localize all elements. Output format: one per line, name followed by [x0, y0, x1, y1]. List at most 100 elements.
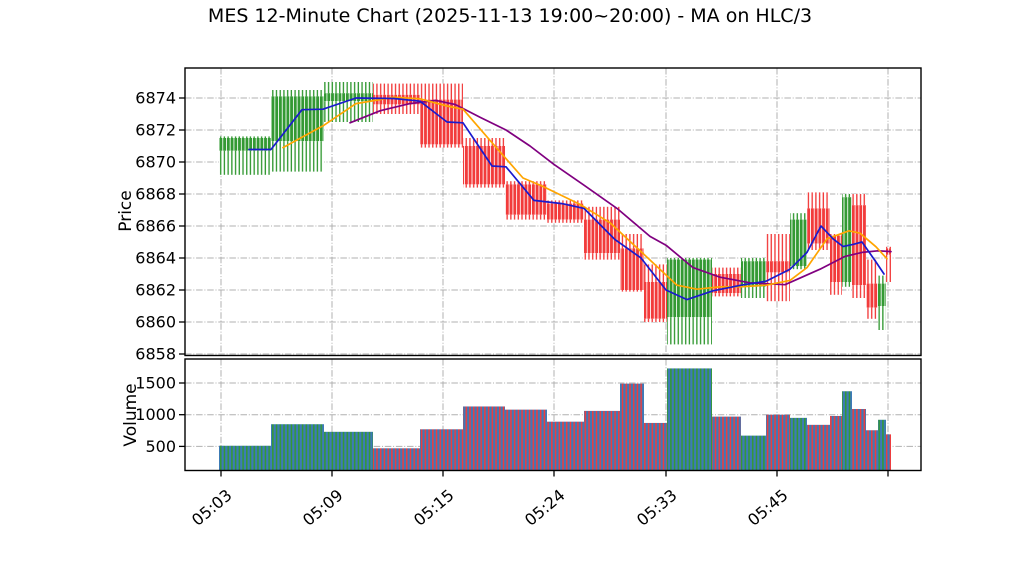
candle-body — [842, 197, 852, 282]
price-tick-label: 6862 — [135, 281, 176, 300]
candle-body — [807, 208, 830, 244]
candle-lower-wicks — [219, 150, 271, 175]
price-axis-label: Price — [116, 190, 136, 231]
candle-lower-wicks — [373, 104, 420, 114]
ma-line-fast — [248, 97, 885, 301]
candle-lower-wicks — [547, 219, 584, 223]
candle-lower-wicks — [741, 286, 766, 298]
candle-lower-wicks — [842, 282, 852, 287]
candle-lower-wicks — [790, 266, 807, 270]
volume-bar — [766, 414, 790, 470]
candle-lower-wicks — [620, 290, 644, 292]
volume-bar — [547, 421, 584, 470]
candle-upper-wicks — [741, 258, 766, 262]
candle-upper-wicks — [420, 83, 463, 100]
candle-lower-wicks — [584, 253, 620, 260]
candle-upper-wicks — [852, 194, 866, 206]
candle-upper-wicks — [712, 267, 741, 274]
candle-body — [584, 219, 620, 254]
candle-upper-wicks — [219, 136, 271, 138]
volume-bar — [463, 406, 505, 470]
x-tick-label: 05:24 — [521, 486, 569, 530]
x-tick-label: 05:09 — [299, 486, 347, 530]
candle-upper-wicks — [667, 258, 712, 260]
candle-lower-wicks — [830, 282, 842, 295]
candle-upper-wicks — [790, 213, 807, 220]
candle-lower-wicks — [712, 293, 741, 297]
candle-lower-wicks — [420, 144, 463, 148]
price-tick-label: 6872 — [135, 121, 176, 140]
ma-line-slow — [349, 99, 892, 286]
candle-lower-wicks — [324, 101, 373, 122]
volume-axis-label: Volume — [121, 383, 141, 446]
candle-lower-wicks — [667, 317, 712, 345]
candle-body — [766, 261, 790, 273]
candle-upper-wicks — [842, 194, 852, 198]
candle-body — [324, 93, 373, 102]
candle-upper-wicks — [766, 234, 790, 262]
candle-series — [219, 82, 891, 345]
candle-upper-wicks — [878, 275, 886, 284]
volume-bar — [420, 429, 463, 470]
ma-line-mid — [282, 96, 888, 291]
candle-body — [866, 283, 878, 308]
candle-upper-wicks — [866, 259, 878, 284]
volume-bar — [790, 417, 807, 470]
candle-lower-wicks — [878, 306, 886, 330]
volume-bar — [584, 410, 620, 470]
volume-bar — [505, 409, 547, 470]
volume-bar — [373, 448, 420, 470]
volume-bar — [830, 415, 842, 470]
candle-body — [547, 203, 584, 220]
candle-body — [878, 283, 886, 306]
plot-spine — [184, 67, 922, 357]
volume-tick-label: 1000 — [135, 405, 176, 424]
volume-bar — [712, 416, 741, 470]
candle-body — [463, 146, 505, 185]
candle-lower-wicks — [271, 141, 324, 172]
price-tick-label: 6868 — [135, 185, 176, 204]
volume-bar — [886, 434, 891, 470]
volume-tick-label: 1500 — [135, 374, 176, 393]
volume-series — [219, 368, 891, 470]
candle-upper-wicks — [463, 138, 505, 146]
candle-lower-wicks — [463, 184, 505, 188]
price-tick-label: 6864 — [135, 249, 176, 268]
x-tick-label: 05:03 — [188, 486, 236, 530]
volume-bar — [852, 408, 866, 470]
candle-upper-wicks — [271, 90, 324, 97]
candle-body — [219, 138, 271, 151]
price-tick-label: 6858 — [135, 345, 176, 364]
candle-lower-wicks — [886, 254, 891, 282]
price-tick-label: 6860 — [135, 313, 176, 332]
candle-upper-wicks — [373, 83, 420, 95]
candle-upper-wicks — [505, 181, 547, 185]
volume-bar — [620, 383, 644, 470]
candle-upper-wicks — [324, 82, 373, 94]
candle-body — [620, 248, 644, 290]
candle-upper-wicks — [547, 200, 584, 204]
volume-tick-label: 500 — [145, 437, 176, 456]
price-tick-label: 6870 — [135, 153, 176, 172]
chart-title: MES 12-Minute Chart (2025-11-13 19:00~20… — [208, 5, 812, 27]
candle-upper-wicks — [886, 246, 891, 249]
x-tick-label: 05:15 — [410, 486, 458, 530]
x-tick-label: 05:45 — [744, 486, 792, 530]
candle-lower-wicks — [866, 307, 878, 319]
volume-bar — [878, 419, 886, 470]
candle-lower-wicks — [505, 214, 547, 220]
candle-lower-wicks — [766, 272, 790, 302]
candle-body — [712, 274, 741, 294]
x-tick-label: 05:33 — [633, 486, 681, 530]
volume-bar — [667, 368, 712, 470]
candle-body — [644, 282, 667, 319]
candle-body — [271, 96, 324, 142]
volume-bar — [807, 424, 830, 470]
candle-lower-wicks — [644, 318, 667, 322]
volume-bar — [219, 445, 271, 470]
candle-upper-wicks — [807, 192, 830, 209]
volume-bar — [842, 391, 852, 470]
moving-average-lines — [248, 96, 892, 301]
